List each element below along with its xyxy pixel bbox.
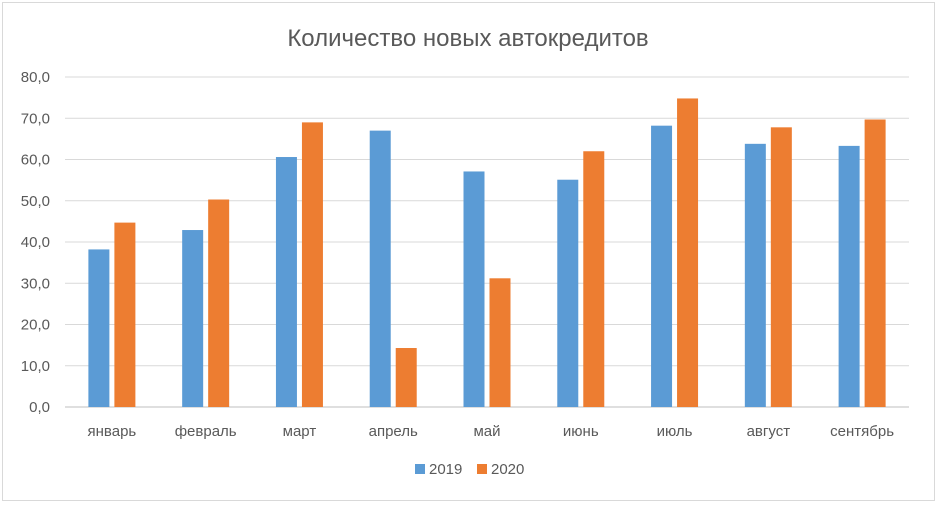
bar-2020-7: [770, 127, 792, 407]
y-tick-label: 60,0: [21, 152, 50, 169]
bar-2020-5: [583, 151, 605, 407]
x-tick-label: апрель: [369, 423, 418, 440]
bar-2019-2: [275, 157, 297, 407]
bar-2020-6: [677, 98, 699, 407]
bar-2020-0: [114, 222, 136, 407]
bars: [88, 98, 886, 408]
bar-2020-1: [208, 199, 230, 407]
bar-2019-4: [463, 171, 485, 407]
bar-2019-5: [557, 179, 579, 407]
bar-2020-8: [864, 119, 886, 408]
bar-2019-0: [88, 249, 110, 407]
x-tick-label: сентябрь: [830, 423, 894, 440]
chart-title: Количество новых автокредитов: [287, 25, 648, 52]
y-axis: 0,0 10,0 20,0 30,0 40,0 50,0 60,0 70,0 80,0: [21, 69, 50, 416]
y-tick-label: 0,0: [29, 399, 50, 416]
y-tick-label: 80,0: [21, 69, 50, 86]
x-tick-label: март: [283, 423, 317, 440]
bar-2020-2: [301, 122, 323, 407]
y-tick-label: 40,0: [21, 234, 50, 251]
legend-label: 2019: [429, 461, 462, 478]
y-tick-label: 20,0: [21, 317, 50, 334]
y-tick-label: 50,0: [21, 193, 50, 210]
x-tick-label: май: [473, 423, 500, 440]
bar-2020-4: [489, 278, 511, 407]
x-tick-label: август: [747, 423, 791, 440]
x-tick-label: июнь: [563, 423, 599, 440]
bar-2019-3: [369, 130, 391, 407]
legend-swatch-2019: [415, 464, 425, 474]
x-tick-label: январь: [88, 423, 137, 440]
x-tick-label: июль: [657, 423, 693, 440]
bar-2020-3: [395, 348, 417, 407]
legend: 2019 2020: [415, 461, 524, 478]
legend-label: 2020: [491, 461, 524, 478]
x-tick-label: февраль: [175, 423, 237, 440]
bar-2019-6: [651, 125, 673, 408]
y-tick-label: 70,0: [21, 110, 50, 127]
bar-2019-8: [838, 145, 860, 407]
x-axis: январь февраль март апрель май июнь июль август…: [88, 423, 895, 440]
gridlines: [65, 76, 909, 408]
bar-2019-7: [744, 143, 766, 407]
legend-swatch-2020: [477, 464, 487, 474]
y-tick-label: 10,0: [21, 358, 50, 375]
bar-2019-1: [182, 230, 204, 407]
y-tick-label: 30,0: [21, 275, 50, 292]
